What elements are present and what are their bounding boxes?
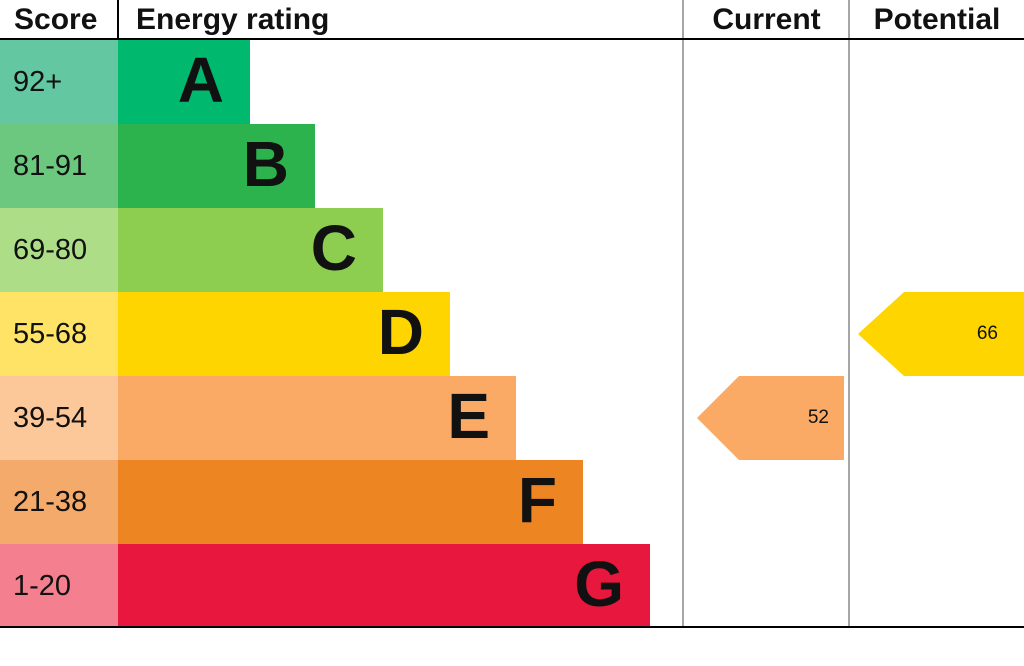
score-range-c: 69-80 [13, 234, 88, 266]
current-column-divider [682, 0, 684, 628]
score-range-b: 81-91 [13, 150, 88, 182]
header-underline [0, 38, 1024, 40]
score-cell-b: 81-91 [0, 124, 118, 208]
score-cell-f: 21-38 [0, 460, 118, 544]
score-range-e: 39-54 [13, 402, 88, 434]
rating-bar-b: B [118, 124, 315, 208]
score-range-f: 21-38 [13, 486, 88, 518]
band-letter-c: C [310, 212, 357, 284]
score-cell-a: 92+ [0, 40, 118, 124]
band-letter-b: B [242, 128, 289, 200]
score-column-divider [117, 0, 119, 40]
band-row-g: 1-20 G [0, 544, 1024, 628]
band-row-d: 55-68 D [0, 292, 1024, 376]
rating-bar-e: E [118, 376, 516, 460]
header-potential-label: Potential [873, 3, 1001, 36]
bottom-border [0, 626, 1024, 628]
header-current-label: Current [712, 3, 821, 36]
rating-bar-a: A [118, 40, 250, 124]
score-range-a: 92+ [13, 66, 63, 98]
current-rating-value: 52 [807, 407, 829, 428]
band-letter-a: A [177, 44, 224, 116]
band-row-e: 39-54 E [0, 376, 1024, 460]
rating-bar-c: C [118, 208, 383, 292]
score-range-g: 1-20 [13, 570, 72, 602]
header-energy-rating-label: Energy rating [136, 3, 330, 36]
potential-column-divider [848, 0, 850, 628]
band-row-c: 69-80 C [0, 208, 1024, 292]
rating-bar-f: F [118, 460, 583, 544]
band-letter-d: D [377, 296, 424, 368]
band-row-f: 21-38 F [0, 460, 1024, 544]
score-cell-g: 1-20 [0, 544, 118, 628]
rating-bar-g: G [118, 544, 650, 628]
potential-rating-value: 66 [976, 323, 998, 344]
band-letter-f: F [517, 464, 557, 536]
band-letter-g: G [574, 548, 624, 620]
score-cell-c: 69-80 [0, 208, 118, 292]
rating-bar-d: D [118, 292, 450, 376]
band-letter-e: E [447, 380, 490, 452]
header-score-label: Score [14, 3, 98, 36]
band-row-a: 92+ A [0, 40, 1024, 124]
score-range-d: 55-68 [13, 318, 88, 350]
band-row-b: 81-91 B [0, 124, 1024, 208]
score-cell-e: 39-54 [0, 376, 118, 460]
score-cell-d: 55-68 [0, 292, 118, 376]
